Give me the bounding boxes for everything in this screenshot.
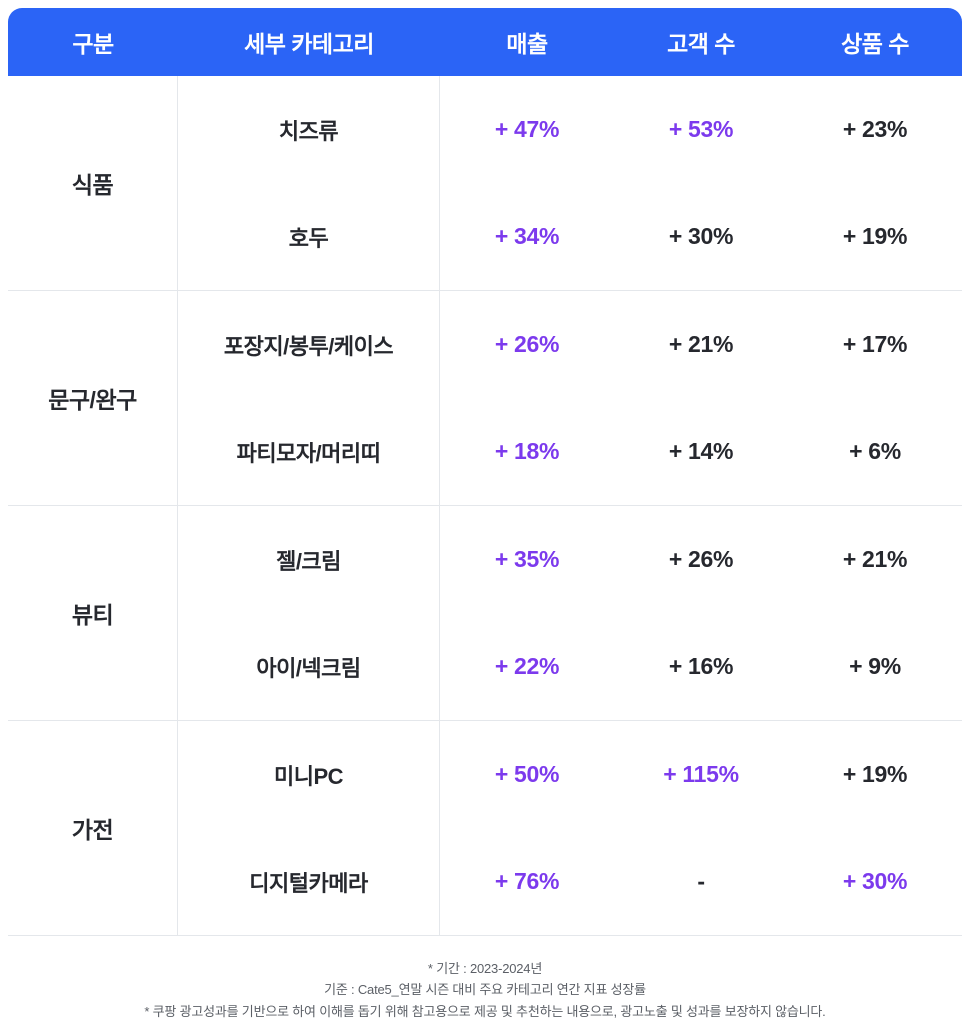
- sales-value: + 22%: [494, 653, 560, 679]
- products-value: + 21%: [842, 546, 908, 572]
- customers-value: + 53%: [668, 116, 734, 142]
- sales-value: + 26%: [494, 331, 560, 357]
- products-value: + 19%: [842, 223, 908, 249]
- subcategory-cell: 치즈류: [178, 76, 440, 183]
- sales-value: + 50%: [494, 761, 560, 787]
- sales-value: + 35%: [494, 546, 560, 572]
- customers-value: + 30%: [668, 223, 734, 249]
- column-header-category: 구분: [72, 31, 114, 57]
- table-section-stationery: 문구/완구 포장지/봉투/케이스 + 26% + 21% + 17% 파티모자/…: [8, 291, 962, 506]
- products-value: + 6%: [849, 438, 901, 464]
- column-header-customers: 고객 수: [667, 31, 735, 57]
- subcategory-cell: 아이/넥크림: [178, 613, 440, 720]
- group-label: 가전: [8, 721, 178, 935]
- column-header-sales: 매출: [506, 31, 548, 57]
- subcategory-cell: 미니PC: [178, 721, 440, 828]
- group-label: 문구/완구: [8, 291, 178, 505]
- subcategory-cell: 포장지/봉투/케이스: [178, 291, 440, 398]
- footnotes: * 기간 : 2023-2024년 기준 : Cate5_연말 시즌 대비 주요…: [0, 958, 970, 1022]
- growth-table-card: 구분 세부 카테고리 매출 고객 수 상품 수 식품 치즈류 + 47% + 5…: [8, 8, 962, 936]
- table-section-food: 식품 치즈류 + 47% + 53% + 23% 호두 + 34% + 30% …: [8, 76, 962, 291]
- column-header-subcategory: 세부 카테고리: [244, 31, 374, 57]
- products-value: + 9%: [849, 653, 901, 679]
- subcategory-cell: 호두: [178, 183, 440, 290]
- customers-value: + 16%: [668, 653, 734, 679]
- footnote-period: * 기간 : 2023-2024년: [427, 961, 543, 976]
- column-header-products: 상품 수: [841, 31, 909, 57]
- customers-value: + 14%: [668, 438, 734, 464]
- subcategory-cell: 파티모자/머리띠: [178, 398, 440, 505]
- customers-value: + 26%: [668, 546, 734, 572]
- products-value: + 19%: [842, 761, 908, 787]
- customers-value: -: [697, 868, 705, 894]
- sales-value: + 18%: [494, 438, 560, 464]
- sales-value: + 76%: [494, 868, 560, 894]
- group-label: 식품: [8, 76, 178, 290]
- group-label: 뷰티: [8, 506, 178, 720]
- footnote-disclaimer: * 쿠팡 광고성과를 기반으로 하여 이해를 돕기 위해 참고용으로 제공 및 …: [144, 1003, 826, 1019]
- sales-value: + 47%: [494, 116, 560, 142]
- customers-value: + 115%: [663, 761, 739, 787]
- products-value: + 23%: [842, 116, 908, 142]
- products-value: + 30%: [842, 868, 908, 894]
- subcategory-cell: 디지털카메라: [178, 828, 440, 935]
- table-section-appliances: 가전 미니PC + 50% + 115% + 19% 디지털카메라 + 76% …: [8, 721, 962, 936]
- products-value: + 17%: [842, 331, 908, 357]
- subcategory-cell: 젤/크림: [178, 506, 440, 613]
- customers-value: + 21%: [668, 331, 734, 357]
- sales-value: + 34%: [494, 223, 560, 249]
- table-section-beauty: 뷰티 젤/크림 + 35% + 26% + 21% 아이/넥크림 + 22% +…: [8, 506, 962, 721]
- footnote-basis: 기준 : Cate5_연말 시즌 대비 주요 카테고리 연간 지표 성장률: [324, 982, 646, 998]
- table-header: 구분 세부 카테고리 매출 고객 수 상품 수: [8, 8, 962, 76]
